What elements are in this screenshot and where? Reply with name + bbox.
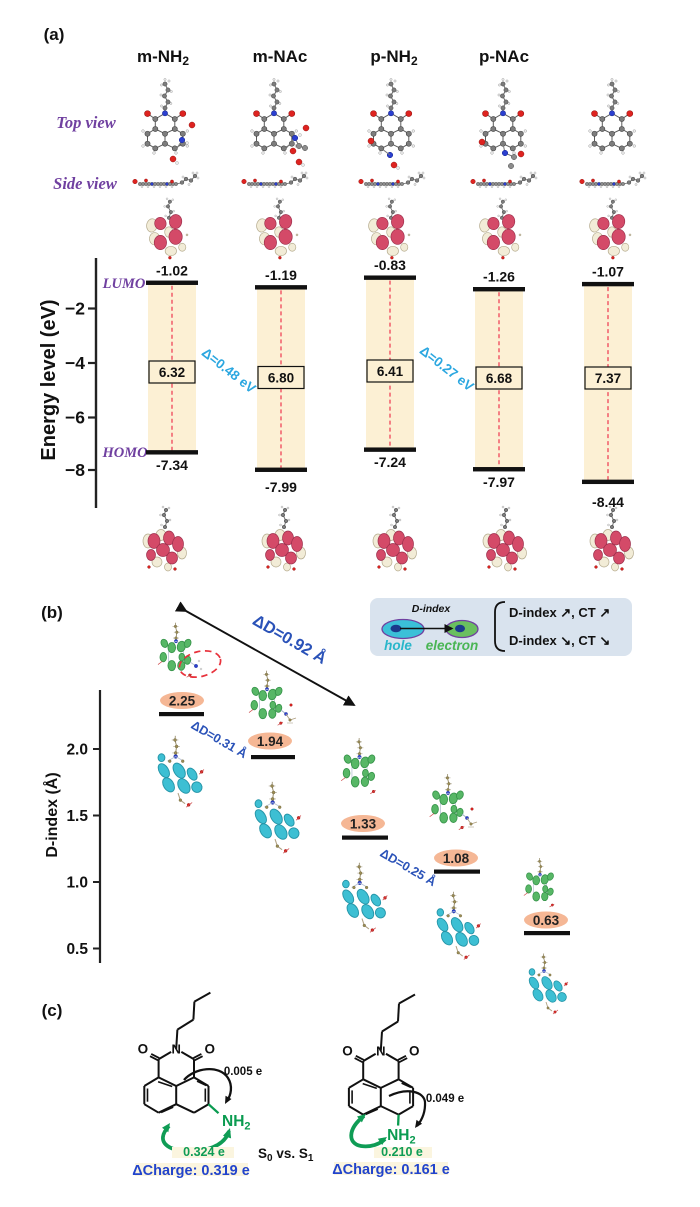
svg-text:NH2: NH2 xyxy=(387,1127,416,1147)
svg-text:(b): (b) xyxy=(41,603,63,622)
svg-text:-1.26: -1.26 xyxy=(483,269,515,285)
svg-text:0.5: 0.5 xyxy=(66,941,88,958)
svg-text:6.80: 6.80 xyxy=(268,370,294,385)
svg-text:-1.02: -1.02 xyxy=(156,262,188,278)
svg-text:-7.34: -7.34 xyxy=(156,457,188,473)
svg-text:D-index ↗, CT ↗: D-index ↗, CT ↗ xyxy=(509,605,610,620)
svg-text:1.33: 1.33 xyxy=(350,816,377,831)
svg-text:m-NH2: m-NH2 xyxy=(137,47,189,68)
svg-text:0.049 e: 0.049 e xyxy=(426,1093,464,1105)
svg-text:hole: hole xyxy=(384,638,412,653)
svg-text:2.0: 2.0 xyxy=(66,742,88,759)
svg-text:Energy level (eV): Energy level (eV) xyxy=(38,299,60,460)
svg-text:-7.99: -7.99 xyxy=(265,479,297,495)
svg-text:Top view: Top view xyxy=(56,113,116,132)
svg-text:m-NAc: m-NAc xyxy=(253,47,308,66)
svg-text:1.08: 1.08 xyxy=(443,851,470,866)
svg-text:ΔCharge: 0.319 e: ΔCharge: 0.319 e xyxy=(132,1163,250,1179)
svg-text:6.41: 6.41 xyxy=(377,364,404,379)
svg-text:-1.07: -1.07 xyxy=(592,264,624,280)
svg-text:O: O xyxy=(204,1042,215,1057)
svg-text:-8.44: -8.44 xyxy=(592,494,624,510)
svg-text:0.210 e: 0.210 e xyxy=(381,1145,423,1159)
svg-text:O: O xyxy=(342,1044,353,1059)
svg-text:1.94: 1.94 xyxy=(257,734,284,749)
svg-text:-7.24: -7.24 xyxy=(374,454,406,470)
svg-text:Side view: Side view xyxy=(53,174,118,193)
svg-text:(a): (a) xyxy=(44,25,65,44)
svg-text:-1.19: -1.19 xyxy=(265,267,297,283)
svg-text:LUMO: LUMO xyxy=(102,276,146,292)
svg-text:S0 vs. S1: S0 vs. S1 xyxy=(258,1146,314,1164)
svg-text:−4: −4 xyxy=(65,353,85,373)
svg-text:1.5: 1.5 xyxy=(66,808,88,825)
svg-text:D-index (Å): D-index (Å) xyxy=(42,772,61,857)
svg-text:0.005 e: 0.005 e xyxy=(224,1066,262,1078)
svg-text:−8: −8 xyxy=(65,460,85,480)
svg-text:p-NAc: p-NAc xyxy=(479,47,529,66)
svg-text:electron: electron xyxy=(426,638,479,653)
svg-text:6.68: 6.68 xyxy=(486,371,513,386)
svg-text:O: O xyxy=(138,1042,149,1057)
svg-text:HOMO: HOMO xyxy=(101,445,148,461)
svg-text:7.37: 7.37 xyxy=(595,371,621,386)
svg-text:0.63: 0.63 xyxy=(533,913,560,928)
svg-text:-0.83: -0.83 xyxy=(374,257,406,273)
svg-text:p-NH2: p-NH2 xyxy=(370,47,418,68)
svg-text:−2: −2 xyxy=(65,299,85,319)
svg-text:1.0: 1.0 xyxy=(66,875,88,892)
svg-text:(c): (c) xyxy=(42,1001,63,1020)
svg-text:-7.97: -7.97 xyxy=(483,474,515,490)
svg-text:6.32: 6.32 xyxy=(159,365,185,380)
svg-text:ΔCharge: 0.161 e: ΔCharge: 0.161 e xyxy=(332,1162,450,1178)
svg-text:2.25: 2.25 xyxy=(169,693,196,708)
svg-text:NH2: NH2 xyxy=(222,1113,251,1133)
svg-text:−6: −6 xyxy=(65,408,85,428)
svg-text:0.324 e: 0.324 e xyxy=(183,1145,225,1159)
svg-text:D-index ↘, CT ↘: D-index ↘, CT ↘ xyxy=(509,633,610,648)
svg-text:D-index: D-index xyxy=(412,603,452,615)
svg-text:O: O xyxy=(409,1044,420,1059)
